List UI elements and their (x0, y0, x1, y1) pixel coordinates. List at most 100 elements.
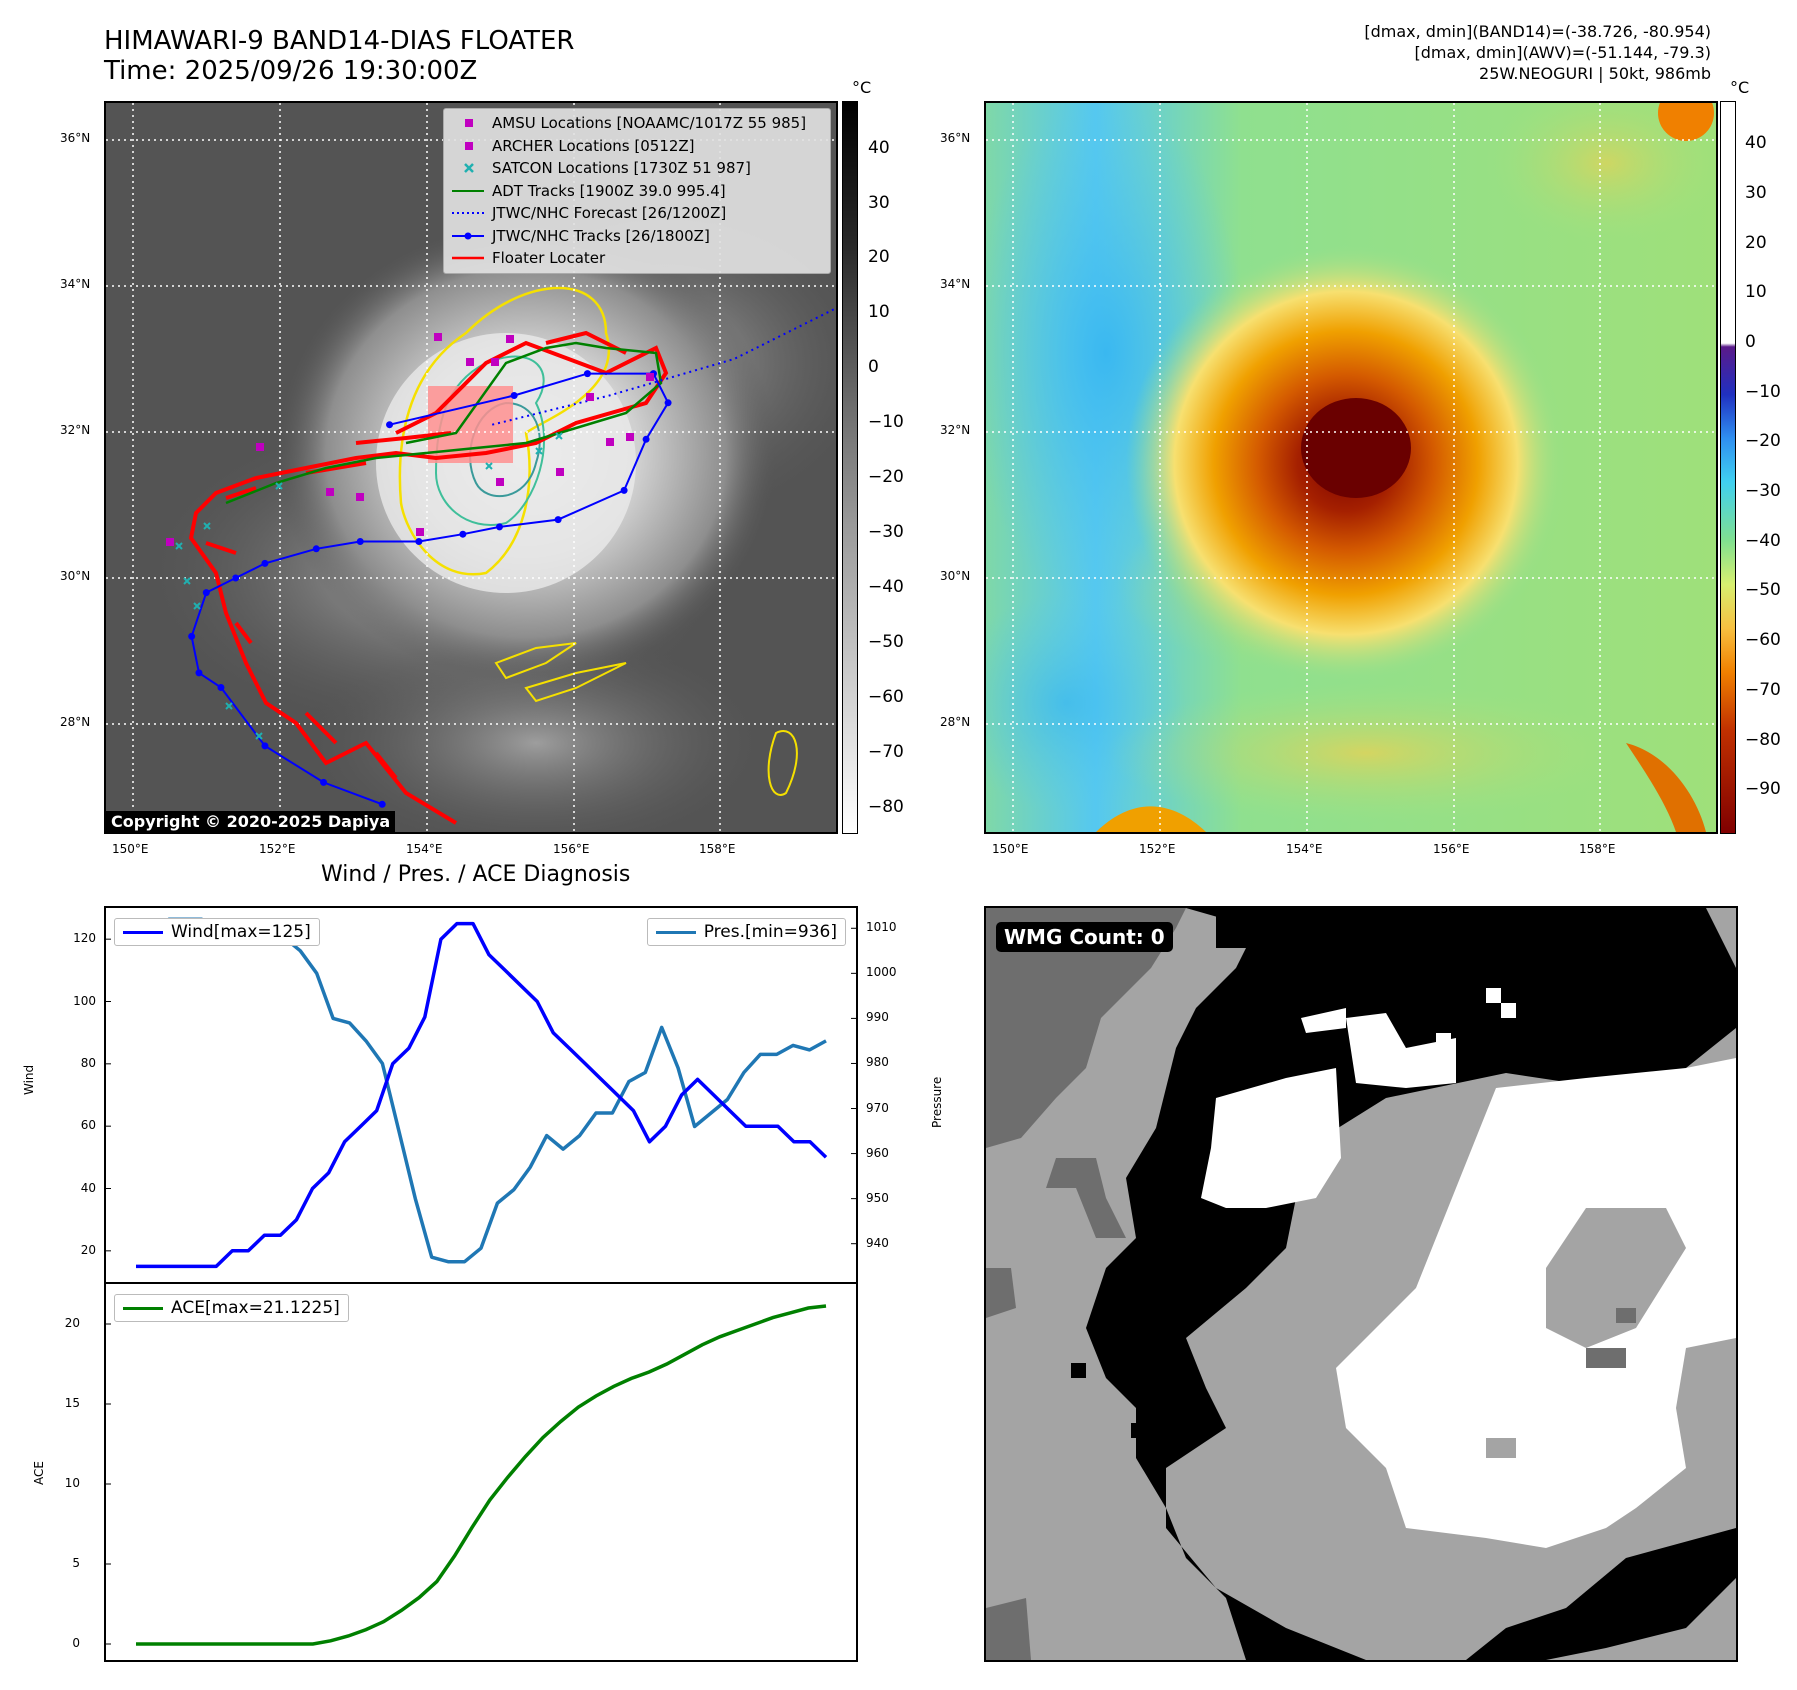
ir-lon-150: 150°E (112, 842, 149, 856)
pressure-legend: Pres.[min=936] (646, 918, 846, 946)
satcon-markers (175, 432, 563, 740)
color-lon-154: 154°E (1286, 842, 1323, 856)
legend-satcon-symbol (464, 163, 474, 173)
legend-floater: Floater Locater (444, 247, 830, 270)
ace-plot (106, 1304, 827, 1646)
legend-adt-symbol (452, 189, 484, 192)
legend-jtwc-forecast-symbol (452, 212, 484, 214)
color-cb-tick-5: −10 (1745, 381, 1781, 402)
ace-panel: ACE[max=21.1225] (104, 1282, 858, 1662)
ace-legend: ACE[max=21.1225] (114, 1294, 349, 1322)
jtwc-track-point (415, 538, 423, 545)
color-lat-34: 34°N (940, 277, 971, 291)
pressure-tick-1010: 1010 (866, 920, 897, 935)
pressure-tick-1000: 1000 (866, 965, 897, 980)
ir-lat-30: 30°N (60, 569, 91, 583)
color-cb-tick-9: −50 (1745, 580, 1781, 601)
jtwc-track-point (202, 589, 210, 597)
pressure-axis-label: Pressure (930, 1076, 944, 1128)
color-cb-tick-2: 20 (1745, 232, 1767, 253)
color-map-image (986, 103, 1716, 832)
color-cb-tick-10: −60 (1745, 630, 1781, 651)
ir-cb-tick-2: 20 (868, 247, 890, 268)
wmg-image (986, 908, 1736, 1660)
jtwc-track-point (583, 370, 591, 378)
ir-cb-tick-7: −30 (868, 522, 904, 542)
color-cb-tick-7: −30 (1745, 481, 1781, 502)
color-map-gridlines (986, 103, 1716, 832)
ir-lon-154: 154°E (406, 842, 443, 856)
legend-floater-symbol (452, 256, 484, 260)
legend-archer-symbol (465, 141, 473, 150)
pressure-legend-swatch (655, 930, 696, 934)
color-cb-tick-13: −90 (1745, 779, 1781, 800)
ir-map-tracks (166, 307, 836, 825)
jtwc-track-point (620, 486, 628, 494)
jtwc-track-point (320, 778, 328, 786)
ace-tick-10: 10 (64, 1476, 80, 1490)
jtwc-track-point (554, 516, 562, 524)
legend-jtwc-tracks: JTWC/NHC Tracks [26/1800Z] (444, 225, 830, 248)
color-lat-30: 30°N (940, 569, 971, 583)
ir-cb-tick-1: 30 (868, 192, 890, 213)
color-map-panel (984, 101, 1718, 834)
legend-adt-label: ADT Tracks [1900Z 39.0 995.4] (492, 181, 726, 200)
color-cb-tick-0: 40 (1745, 133, 1767, 154)
color-lat-28: 28°N (940, 715, 971, 729)
color-lon-150: 150°E (992, 842, 1029, 856)
wind-pressure-plot (106, 917, 856, 1269)
wmg-count-label: WMG Count: 0 (996, 922, 1173, 952)
jtwc-track-point (664, 399, 672, 407)
ir-lat-34: 34°N (60, 277, 91, 291)
legend-jtwc-tracks-label: JTWC/NHC Tracks [26/1800Z] (492, 226, 710, 245)
ir-lon-158: 158°E (699, 842, 736, 856)
ace-tick-20: 20 (64, 1316, 80, 1330)
color-cb-tick-6: −20 (1745, 431, 1781, 452)
jtwc-track-point (312, 545, 320, 553)
diagnosis-title: Wind / Pres. / ACE Diagnosis (321, 862, 631, 887)
ace-tick-15: 15 (64, 1396, 80, 1410)
wind-tick-40: 40 (80, 1180, 96, 1195)
color-cb-tick-11: −70 (1745, 679, 1781, 700)
pressure-tick-970: 970 (866, 1100, 889, 1115)
legend-archer-label: ARCHER Locations [0512Z] (492, 136, 695, 155)
jtwc-track-path (190, 372, 670, 806)
legend-amsu: AMSU Locations [NOAAMC/1017Z 55 985] (444, 112, 830, 135)
ace-legend-label: ACE[max=21.1225] (171, 1298, 340, 1318)
legend-floater-label: Floater Locater (492, 249, 606, 267)
ace-series-line (136, 1304, 827, 1646)
jtwc-forecast-path (491, 307, 836, 426)
ir-cb-tick-0: 40 (868, 137, 890, 158)
color-cb-tick-3: 10 (1745, 282, 1767, 303)
legend-satcon-label: SATCON Locations [1730Z 51 987] (492, 159, 751, 177)
jtwc-track-line (188, 370, 672, 808)
ir-lon-156: 156°E (553, 842, 590, 856)
jtwc-track-point (195, 669, 203, 677)
ir-cb-tick-11: −70 (868, 741, 904, 762)
color-cb-tick-1: 30 (1745, 182, 1767, 203)
wind-legend-label: Wind[max=125] (171, 922, 311, 942)
wind-tick-20: 20 (80, 1242, 96, 1257)
legend-adt: ADT Tracks [1900Z 39.0 995.4] (444, 180, 830, 203)
ir-map-legend: AMSU Locations [NOAAMC/1017Z 55 985] ARC… (443, 108, 831, 274)
legend-amsu-label: AMSU Locations [NOAAMC/1017Z 55 985] (492, 114, 807, 132)
wind-series-line (136, 921, 828, 1269)
figure-title: HIMAWARI-9 BAND14-DIAS FLOATER (104, 26, 575, 56)
jtwc-track-point (261, 559, 269, 567)
legend-jtwc-tracks-symbol (452, 232, 484, 239)
color-colorbar-unit: °C (1730, 78, 1750, 97)
pressure-tick-980: 980 (866, 1055, 889, 1070)
ir-cb-tick-9: −50 (868, 631, 904, 652)
ace-tick-5: 5 (72, 1556, 80, 1570)
pressure-series-line (136, 917, 827, 1264)
jtwc-track-point (510, 392, 518, 399)
jtwc-track-point (378, 800, 386, 808)
wind-legend-swatch (123, 930, 163, 934)
legend-satcon: SATCON Locations [1730Z 51 987] (444, 157, 830, 180)
ir-cb-tick-10: −60 (868, 686, 904, 707)
pressure-tick-950: 950 (866, 1190, 889, 1205)
ace-legend-swatch (123, 1306, 163, 1310)
jtwc-track-point (459, 530, 467, 538)
color-lon-152: 152°E (1139, 842, 1176, 856)
ir-cb-tick-12: −80 (868, 796, 904, 817)
